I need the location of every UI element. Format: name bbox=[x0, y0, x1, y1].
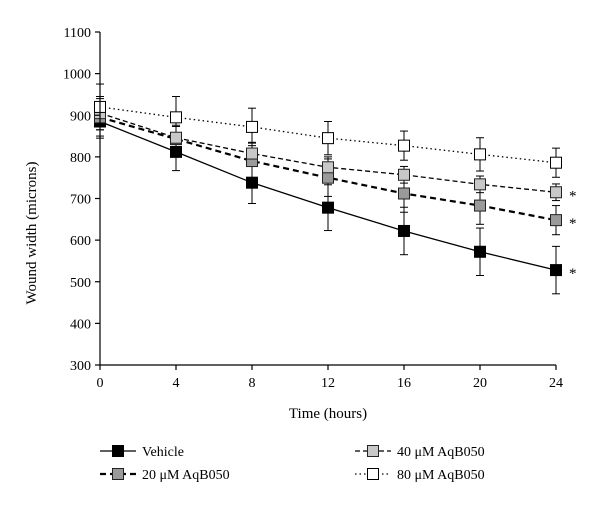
x-axis-title: Time (hours) bbox=[289, 406, 367, 422]
axes: 300 400 500 600 700 800 900 1000 1100 0 4 8 12 16 20 24 bbox=[63, 26, 563, 391]
data-point bbox=[246, 147, 258, 160]
data-point bbox=[322, 201, 334, 214]
significance-star: * bbox=[569, 266, 577, 282]
data-point bbox=[170, 131, 182, 144]
legend-marker bbox=[367, 468, 379, 480]
x-tick-label: 24 bbox=[549, 376, 563, 391]
data-point bbox=[550, 214, 562, 227]
legend-marker bbox=[112, 468, 124, 480]
data-point bbox=[474, 245, 486, 258]
data-point bbox=[550, 264, 562, 277]
y-axis-title: Wound width (microns) bbox=[24, 162, 40, 305]
y-tick-label: 700 bbox=[70, 193, 91, 208]
legend-marker bbox=[367, 445, 379, 457]
x-tick-label: 20 bbox=[473, 376, 487, 391]
data-point bbox=[550, 186, 562, 199]
data-point bbox=[246, 120, 258, 133]
data-point bbox=[398, 224, 410, 237]
y-tick-label: 900 bbox=[70, 109, 91, 124]
legend-label: Vehicle bbox=[142, 445, 184, 460]
data-point bbox=[322, 171, 334, 184]
data-point bbox=[474, 148, 486, 161]
legend-marker bbox=[112, 445, 124, 457]
y-tick-label: 300 bbox=[70, 359, 91, 374]
y-tick-label: 1100 bbox=[64, 26, 91, 41]
significance-star: * bbox=[569, 216, 577, 232]
data-point bbox=[474, 199, 486, 212]
data-point bbox=[398, 139, 410, 152]
x-tick-label: 0 bbox=[97, 376, 104, 391]
x-tick-label: 8 bbox=[249, 376, 256, 391]
plot-area: * * * bbox=[94, 83, 577, 295]
y-tick-label: 1000 bbox=[63, 68, 91, 83]
data-point bbox=[170, 111, 182, 124]
significance-star: * bbox=[569, 188, 577, 204]
x-tick-label: 4 bbox=[173, 376, 180, 391]
data-point bbox=[398, 187, 410, 200]
y-tick-label: 600 bbox=[70, 234, 91, 249]
data-point bbox=[246, 176, 258, 189]
y-tick-label: 800 bbox=[70, 151, 91, 166]
data-point bbox=[170, 145, 182, 158]
legend-label: 40 μM AqB050 bbox=[397, 445, 485, 460]
y-tick-label: 500 bbox=[70, 276, 91, 291]
data-point bbox=[474, 178, 486, 191]
legend-label: 80 μM AqB050 bbox=[397, 468, 485, 483]
data-point bbox=[322, 132, 334, 145]
data-point bbox=[550, 156, 562, 169]
data-point bbox=[398, 168, 410, 181]
legend: Vehicle 20 μM AqB050 40 μM AqB050 80 μM AqB… bbox=[100, 445, 485, 483]
y-tick-label: 400 bbox=[70, 317, 91, 332]
legend-label: 20 μM AqB050 bbox=[142, 468, 230, 483]
x-tick-label: 16 bbox=[397, 376, 411, 391]
x-tick-label: 12 bbox=[321, 376, 335, 391]
data-point bbox=[322, 161, 334, 174]
